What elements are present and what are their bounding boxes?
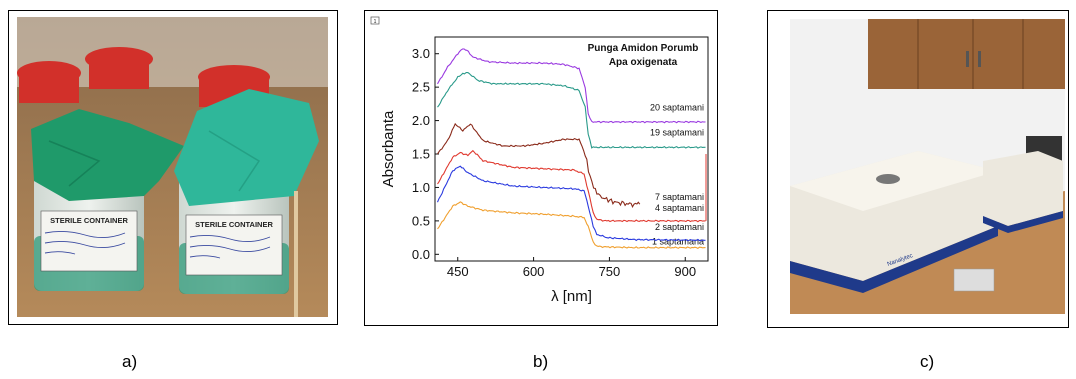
jar-label-left xyxy=(40,210,138,272)
spectrometer-module-2 xyxy=(983,151,1063,226)
y-tick-label-2: 1.0 xyxy=(412,180,430,195)
jar-label-left-text: STERILE CONTAINER xyxy=(50,216,128,225)
y-tick-label-6: 3.0 xyxy=(412,46,430,61)
x-axis-label: λ [nm] xyxy=(551,288,592,305)
series-label-5: 19 saptamani xyxy=(650,127,704,137)
x-tick-label-3: 900 xyxy=(674,264,696,279)
green-bag-left xyxy=(31,109,184,201)
plot-frame xyxy=(434,36,709,262)
y-axis-label: Absorbanta xyxy=(380,110,397,187)
photo-panel-a: STERILE CONTAINER STERILE CONTAINER xyxy=(8,10,338,325)
jar-label-right-text: STERILE CONTAINER xyxy=(195,220,273,229)
series-line-5 xyxy=(437,71,706,149)
series-line-1 xyxy=(437,201,706,250)
series-line-4 xyxy=(437,122,641,209)
x-tick-label-1: 600 xyxy=(523,264,545,279)
chart-title-line-2: Apa oxigenata xyxy=(609,57,678,68)
caption-b: b) xyxy=(533,352,549,371)
sample-port xyxy=(876,174,900,184)
y-tick-label-1: 0.5 xyxy=(412,213,430,228)
caption-a: a) xyxy=(122,352,138,371)
wooden-stick xyxy=(294,191,298,317)
series-label-3: 4 saptamani xyxy=(655,203,704,213)
photo-panel-c: Nanalytec xyxy=(767,10,1069,328)
y-tick-label-0: 0.0 xyxy=(412,247,430,262)
series-line-6 xyxy=(437,48,706,124)
caption-c: c) xyxy=(920,352,935,371)
jar-label-right xyxy=(185,214,283,276)
x-tick-label-0: 450 xyxy=(447,264,469,279)
absorbance-chart: 1 450 600 750 900 0.0 0.5 1.0 1.5 2.0 2.5 3.0 λ [nm… xyxy=(370,16,709,305)
device-stripe xyxy=(790,226,998,293)
y-tick-label-4: 2.0 xyxy=(412,113,430,128)
series-line-3 xyxy=(437,149,706,223)
series-label-6: 20 saptamani xyxy=(650,103,704,113)
series-label-2: 2 saptamani xyxy=(655,222,704,232)
series-line-2 xyxy=(436,165,706,242)
chart-panel-b: 1 450 600 750 900 0.0 0.5 1.0 1.5 2.0 2.5 3.0 λ [nm… xyxy=(364,10,718,326)
y-tick-label-5: 2.5 xyxy=(412,80,430,95)
sterile-containers-photo: STERILE CONTAINER STERILE CONTAINER xyxy=(17,17,328,317)
corner-mark: 1 xyxy=(374,19,377,25)
y-tick-label-3: 1.5 xyxy=(412,147,430,162)
printer-paper xyxy=(953,268,995,292)
series-label-1: 1 saptamana xyxy=(652,236,704,246)
x-tick-label-2: 750 xyxy=(599,264,621,279)
chart-title-line-1: Punga Amidon Porumb xyxy=(588,43,699,54)
spectrometer-photo: Nanalytec xyxy=(790,19,1065,314)
green-bag-right xyxy=(174,89,319,206)
series-label-4: 7 saptamani xyxy=(655,192,704,202)
